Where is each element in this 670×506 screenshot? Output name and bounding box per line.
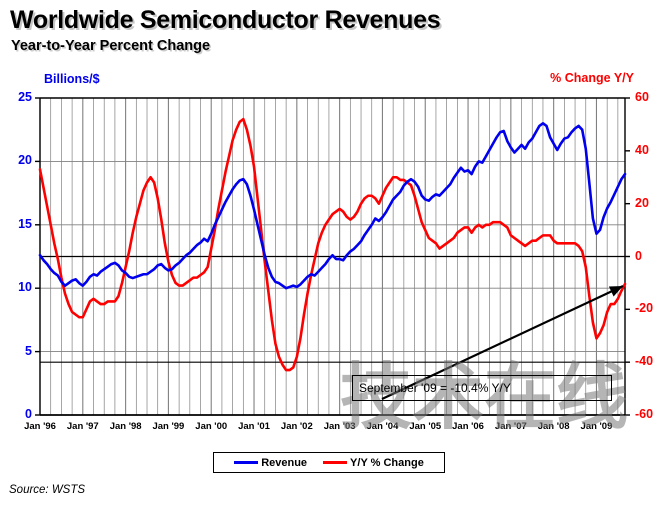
legend-label-revenue: Revenue: [261, 456, 308, 469]
right-axis-tick-60: 60: [635, 90, 649, 104]
legend-item-yy-change: Y/Y % Change: [323, 457, 424, 469]
legend-label-yy-change: Y/Y % Change: [350, 456, 424, 469]
x-axis-tick-3: Jan '99: [152, 421, 185, 432]
page-title: Worldwide Semiconductor Revenues: [10, 6, 441, 34]
source-note: Source: WSTS: [9, 484, 86, 496]
right-axis-tick--40: -40: [635, 354, 654, 369]
x-axis-tick-2: Jan '98: [109, 421, 142, 432]
right-axis-tick-0: 0: [635, 248, 642, 263]
x-axis-tick-12: Jan '08: [537, 421, 570, 432]
x-axis-tick-1: Jan '97: [66, 421, 99, 432]
legend-swatch-revenue: [234, 461, 259, 464]
x-axis-tick-10: Jan '06: [452, 421, 484, 432]
right-axis-tick-40: 40: [635, 142, 649, 157]
right-axis-caption: % Change Y/Y: [550, 71, 634, 85]
right-axis-tick--60: -60: [635, 407, 654, 421]
right-axis-tick--20: -20: [635, 301, 654, 316]
annotation-callout: September '09 = -10.4% Y/Y: [352, 375, 612, 401]
x-axis-tick-8: Jan '04: [366, 421, 399, 432]
legend-item-revenue: Revenue: [234, 457, 307, 469]
x-axis-tick-11: Jan '07: [494, 421, 527, 432]
x-axis-tick-9: Jan '05: [409, 421, 442, 432]
page-subtitle: Year-to-Year Percent Change: [11, 38, 211, 54]
x-axis-tick-13: Jan '09: [580, 421, 613, 432]
left-axis-tick-10: 10: [18, 280, 32, 295]
left-axis-caption: Billions/$: [44, 72, 100, 86]
x-axis-tick-0: Jan '96: [24, 421, 56, 432]
legend-swatch-yy-change: [323, 461, 348, 464]
left-axis-tick-20: 20: [18, 153, 32, 168]
left-axis-tick-5: 5: [25, 343, 32, 358]
left-axis-tick-15: 15: [18, 216, 32, 231]
left-axis-tick-25: 25: [18, 90, 32, 104]
x-axis-tick-7: Jan '03: [323, 421, 356, 432]
left-axis-tick-0: 0: [25, 407, 32, 421]
x-axis-tick-5: Jan '01: [238, 421, 270, 432]
x-axis-tick-6: Jan '02: [280, 421, 313, 432]
right-axis-tick-20: 20: [635, 195, 649, 210]
chart-legend: Revenue Y/Y % Change: [213, 452, 445, 473]
x-axis-tick-4: Jan '00: [195, 421, 228, 432]
annotation-label: September '09 = -10.4% Y/Y: [359, 381, 511, 395]
